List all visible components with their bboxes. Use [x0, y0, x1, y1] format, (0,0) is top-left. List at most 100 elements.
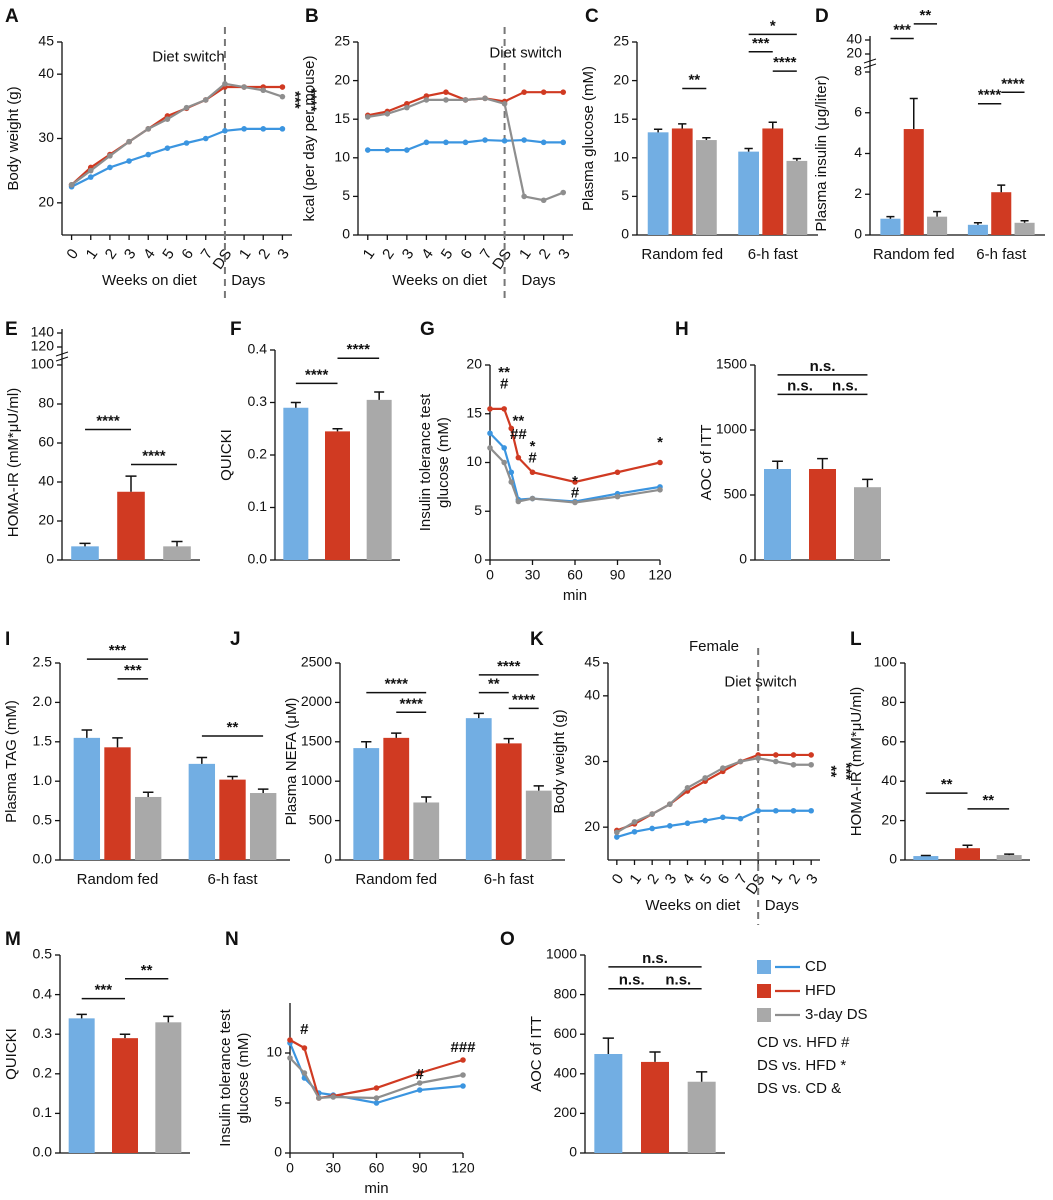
y-tick-label: 500: [724, 486, 748, 502]
marker: [614, 493, 621, 500]
line: [367, 91, 564, 117]
y-axis-title: AOC of ITT: [528, 1016, 545, 1092]
line: [616, 757, 812, 834]
bar: [134, 796, 162, 860]
y-tick-label: 0: [854, 226, 862, 242]
y-tick-label: 1.5: [33, 733, 53, 749]
error-bar: [973, 222, 982, 225]
marker: [482, 95, 488, 102]
error-bar: [171, 540, 183, 547]
bar: [413, 802, 440, 860]
error-bar: [163, 1015, 174, 1023]
marker: [631, 819, 638, 825]
annotation: **: [141, 962, 153, 979]
y-tick-label: 5: [621, 187, 629, 203]
y-tick-label: 20: [334, 71, 350, 87]
error-bar: [196, 756, 208, 764]
x-tick-label: 3: [121, 246, 140, 263]
annotation: ***: [124, 662, 142, 679]
panel-letter: K: [530, 629, 544, 650]
x-tick-label: 60: [567, 567, 583, 583]
marker: [508, 425, 515, 432]
marker: [364, 114, 371, 120]
bar: [525, 790, 552, 860]
x-tick-label: 4: [140, 246, 159, 263]
error-bar: [81, 729, 93, 738]
y-axis-title: glucose (mM): [235, 1033, 252, 1124]
marker: [773, 752, 779, 758]
x-group-label: Days: [765, 897, 799, 914]
y-tick-label: 40: [846, 31, 862, 47]
panel-letter: N: [225, 929, 239, 950]
marker: [279, 84, 286, 90]
x-axis-title: min: [563, 587, 587, 604]
marker: [87, 174, 94, 180]
y-tick-label: 120: [31, 338, 55, 354]
error-bar: [772, 460, 783, 469]
y-tick-label: 20: [846, 45, 862, 61]
marker: [560, 139, 567, 146]
y-axis-title: Body weight (g): [5, 86, 22, 190]
marker: [572, 479, 578, 485]
y-tick-label: 600: [554, 1025, 578, 1041]
y-tick-label: 60: [881, 733, 897, 749]
y-axis-title: AOC of ITT: [698, 425, 715, 501]
y-tick-label: 5: [274, 1094, 282, 1110]
legend-label: CD: [805, 958, 827, 975]
bar: [366, 399, 392, 560]
annotation: **: [941, 776, 953, 793]
marker: [330, 1094, 337, 1100]
line: [489, 447, 661, 504]
bar: [671, 128, 693, 235]
x-tick-label: 5: [159, 246, 178, 263]
annotation: ##: [510, 426, 527, 443]
y-tick-label: 0: [569, 1144, 577, 1160]
y-tick-label: 40: [881, 772, 897, 788]
annotation: ****: [305, 366, 329, 383]
marker: [540, 197, 547, 204]
annotation: n.s.: [619, 972, 645, 989]
y-tick-label: 2.0: [33, 693, 53, 709]
marker: [164, 145, 171, 151]
marker: [443, 139, 449, 146]
y-tick-label: 0.5: [33, 946, 53, 962]
x-tick-label: Random fed: [77, 871, 159, 888]
y-tick-label: 40: [38, 473, 54, 489]
error-bar: [653, 128, 663, 133]
bar: [68, 1018, 95, 1153]
bar: [809, 469, 836, 560]
y-tick-label: 0: [46, 551, 54, 567]
marker: [521, 137, 527, 143]
x-tick-label: 30: [525, 567, 541, 583]
y-tick-label: 0.3: [33, 1025, 53, 1041]
bar: [762, 128, 784, 235]
error-bar: [142, 791, 154, 797]
x-tick-label: 60: [369, 1160, 385, 1176]
y-tick-label: 5: [342, 187, 350, 203]
marker: [808, 752, 814, 758]
bar: [696, 140, 717, 235]
annotation: *: [572, 473, 578, 490]
annotation: **: [488, 676, 500, 693]
annotation: **: [227, 719, 239, 736]
y-tick-label: 15: [334, 110, 350, 126]
marker: [126, 138, 132, 145]
y-tick-label: 20: [881, 811, 897, 827]
x-tick-label: Random fed: [873, 246, 955, 263]
y-tick-label: 45: [584, 654, 600, 670]
y-axis-title: glucose (mM): [435, 417, 452, 508]
annotation: ****: [512, 691, 536, 708]
error-bar: [391, 732, 402, 738]
error-bar: [374, 391, 385, 400]
annotation: **: [920, 7, 932, 24]
marker: [529, 469, 536, 476]
marker: [657, 487, 663, 493]
marker: [373, 1095, 380, 1101]
x-tick-label: 4: [679, 871, 698, 888]
legend-label: HFD: [805, 982, 836, 999]
y-tick-label: 0.2: [248, 446, 268, 462]
marker: [202, 135, 209, 142]
chart-title: Female: [689, 638, 739, 655]
marker: [316, 1095, 322, 1101]
error-bar: [997, 184, 1006, 193]
